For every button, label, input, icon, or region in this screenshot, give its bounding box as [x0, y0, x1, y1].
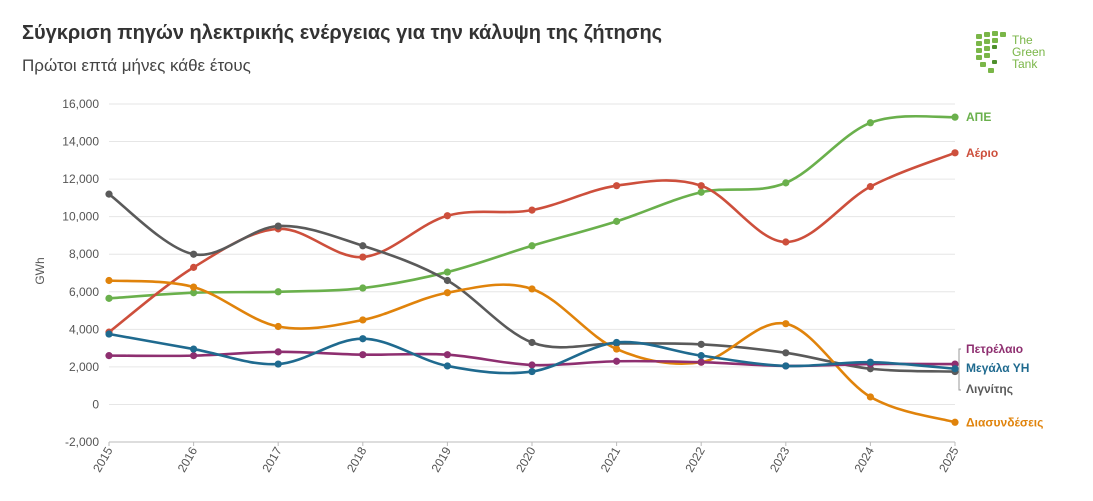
data-point	[528, 361, 536, 369]
x-tick-label: 2019	[429, 444, 455, 474]
x-tick-label: 2018	[344, 444, 370, 474]
data-point	[697, 352, 705, 360]
series-end-label: Μεγάλα ΥΗ	[966, 361, 1029, 375]
y-tick-label: 8,000	[69, 247, 99, 261]
y-tick-label: 0	[92, 397, 99, 411]
data-point	[697, 340, 705, 348]
chart-subtitle: Πρώτοι επτά μήνες κάθε έτους	[22, 56, 251, 75]
data-point	[105, 190, 113, 198]
x-tick-label: 2016	[175, 444, 201, 474]
data-point	[697, 358, 705, 366]
data-point	[274, 222, 282, 230]
x-tick-label: 2025	[936, 444, 962, 474]
data-point	[782, 362, 790, 370]
logo-line-1: The	[1012, 33, 1033, 47]
data-point	[190, 345, 198, 353]
y-tick-label: 2,000	[69, 360, 99, 374]
label-bracket	[958, 348, 961, 391]
data-point	[613, 217, 621, 225]
data-point	[443, 268, 451, 276]
data-point	[105, 294, 113, 302]
x-tick-label: 2024	[852, 444, 878, 474]
data-point	[782, 320, 790, 328]
x-tick-label: 2023	[767, 444, 793, 474]
series-Μεγάλα ΥΗ: Μεγάλα ΥΗ	[105, 330, 1029, 376]
data-point	[697, 188, 705, 196]
y-axis-label: GWh	[33, 257, 47, 284]
logo-text: The Green Tank	[1012, 34, 1045, 70]
y-tick-label: 16,000	[62, 97, 99, 111]
data-point	[866, 119, 875, 127]
green-tank-logo-icon	[976, 31, 1006, 73]
data-point	[190, 289, 198, 297]
data-point	[951, 113, 959, 121]
data-point	[951, 418, 959, 426]
data-point	[443, 362, 451, 370]
data-point	[359, 242, 367, 250]
data-point	[528, 242, 536, 250]
data-point	[782, 349, 790, 357]
series-end-label: ΑΠΕ	[966, 110, 991, 124]
y-tick-label: 14,000	[62, 135, 99, 149]
data-point	[105, 352, 113, 360]
y-tick-label: 10,000	[62, 210, 99, 224]
data-point	[274, 348, 282, 356]
data-point	[443, 276, 451, 285]
data-point	[359, 253, 367, 261]
y-tick-label: -2,000	[65, 435, 99, 449]
series-end-label: Πετρέλαιο	[966, 342, 1023, 356]
series-end-label: Αέριο	[966, 146, 998, 160]
data-point	[443, 212, 451, 220]
y-tick-label: 6,000	[69, 285, 99, 299]
data-point	[528, 285, 536, 293]
series-line	[107, 279, 957, 424]
x-tick-label: 2017	[259, 444, 285, 474]
data-point	[613, 182, 621, 190]
data-point	[613, 357, 621, 365]
data-point	[359, 284, 367, 292]
data-point	[866, 393, 875, 401]
data-point	[782, 179, 790, 187]
series-Λιγνίτης: Λιγνίτης	[105, 190, 1013, 396]
data-point	[443, 351, 451, 359]
data-point	[105, 276, 113, 285]
chart-title: Σύγκριση πηγών ηλεκτρικής ενέργειας για …	[22, 22, 663, 44]
data-point	[782, 238, 790, 246]
data-point	[443, 289, 451, 297]
data-point	[528, 338, 536, 347]
x-tick-label: 2020	[513, 444, 539, 474]
data-point	[274, 322, 282, 331]
data-point	[359, 351, 367, 359]
data-point	[951, 365, 959, 373]
data-point	[613, 338, 621, 347]
data-point	[190, 283, 198, 291]
series-end-label: Διασυνδέσεις	[966, 415, 1043, 429]
data-point	[105, 330, 113, 338]
data-point	[359, 335, 367, 343]
series-ΑΠΕ: ΑΠΕ	[105, 110, 991, 302]
data-point	[613, 345, 621, 353]
logo-line-2: Green	[1012, 45, 1046, 59]
data-point	[274, 288, 282, 296]
data-point	[697, 182, 705, 190]
data-point	[866, 358, 875, 366]
y-tick-label: 12,000	[62, 172, 99, 186]
data-point	[951, 149, 959, 157]
logo-line-3: Tank	[1012, 57, 1038, 71]
data-point	[528, 367, 536, 376]
series-Διασυνδέσεις: Διασυνδέσεις	[105, 276, 1043, 429]
data-point	[190, 263, 198, 271]
data-point	[274, 360, 282, 368]
data-point	[528, 206, 536, 214]
data-point	[359, 316, 367, 324]
series-end-label: Λιγνίτης	[966, 382, 1013, 396]
data-point	[190, 352, 198, 360]
data-point	[190, 250, 198, 258]
data-point	[866, 183, 875, 191]
y-tick-label: 4,000	[69, 322, 99, 336]
x-tick-label: 2022	[682, 444, 708, 474]
x-tick-label: 2021	[598, 444, 624, 474]
